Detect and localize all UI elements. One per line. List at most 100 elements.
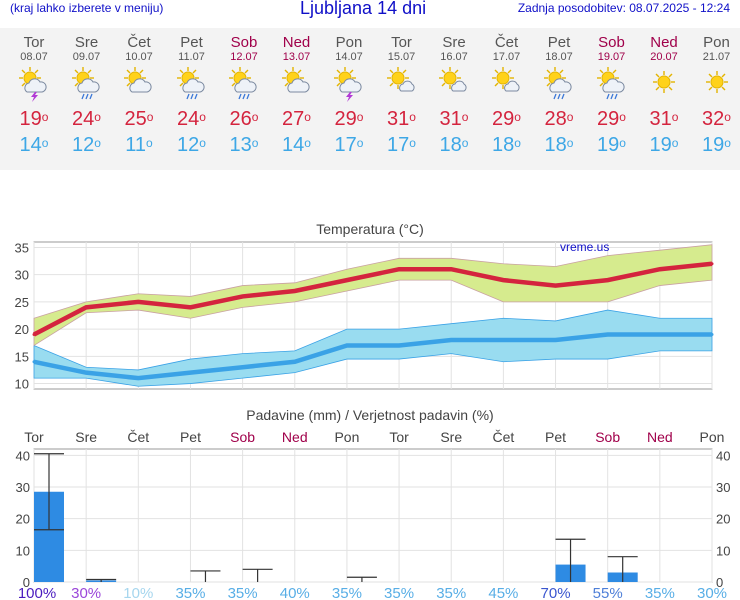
max-temp: 24o xyxy=(177,108,206,130)
error-bar xyxy=(242,568,273,582)
min-temp: 12o xyxy=(177,134,206,156)
min-temp: 19o xyxy=(702,134,731,156)
y-tick-label: 10 xyxy=(15,377,29,392)
y-tick-label: 15 xyxy=(15,349,29,364)
day-date: 20.07 xyxy=(650,51,678,63)
min-temp: 14o xyxy=(19,134,49,156)
day-column: Ned 13.07 27o 14o xyxy=(271,28,323,157)
day-date: 11.07 xyxy=(178,51,205,63)
error-bar xyxy=(34,453,64,531)
x-tick-label: Ned xyxy=(282,429,308,445)
point-max xyxy=(84,305,88,309)
y-tick-label-left: 40 xyxy=(16,448,30,463)
day-name: Tor xyxy=(23,34,45,51)
error-bar xyxy=(607,556,638,582)
x-tick-label: Tor xyxy=(389,429,409,445)
min-temp: 18o xyxy=(544,134,574,156)
series-line-max xyxy=(32,261,713,337)
sun-cloud-rain-icon xyxy=(586,65,638,105)
day-date: 19.07 xyxy=(597,51,626,63)
point-max xyxy=(241,294,245,298)
y-tick-label: 20 xyxy=(15,322,29,337)
probability-label: 30% xyxy=(697,585,727,600)
point-min xyxy=(449,338,453,342)
day-column: Sob 12.07 26o 13o xyxy=(218,28,270,157)
sun-cloud-storm-icon xyxy=(323,65,375,105)
day-date: 21.07 xyxy=(702,51,731,63)
plot-area xyxy=(33,448,713,583)
day-name: Sre xyxy=(74,34,99,51)
day-date: 08.07 xyxy=(20,51,48,63)
max-temp: 26o xyxy=(229,108,259,130)
sun-cloud-icon xyxy=(271,65,323,105)
max-temp: 31o xyxy=(387,108,416,130)
day-name: Sob xyxy=(230,34,258,51)
day-name: Čet xyxy=(494,34,519,51)
point-max xyxy=(32,333,36,337)
probability-label: 35% xyxy=(645,585,675,600)
day-name: Pon xyxy=(335,34,363,51)
y-tick-label-right: 0 xyxy=(716,575,723,590)
probability-label: 35% xyxy=(436,585,466,600)
x-tick-label: Pet xyxy=(180,429,201,445)
probability-label: 35% xyxy=(384,585,414,600)
error-bar xyxy=(86,578,117,582)
max-temp: 29o xyxy=(334,108,364,130)
sun-icon xyxy=(691,65,740,105)
y-tick-label-right: 20 xyxy=(716,512,730,527)
x-tick-label: Pet xyxy=(545,429,566,445)
series-line-min xyxy=(33,332,712,381)
point-min xyxy=(397,343,401,347)
point-min xyxy=(606,333,610,337)
day-column: Sre 09.07 24o 12o xyxy=(61,28,113,157)
max-temp: 29o xyxy=(492,108,521,130)
day-name: Sre xyxy=(442,34,466,51)
y-tick-label-left: 30 xyxy=(16,480,30,495)
min-temp: 11o xyxy=(125,134,153,156)
y-tick-label-left: 10 xyxy=(16,543,30,558)
min-temp: 13o xyxy=(229,134,259,156)
x-tick-label: Sre xyxy=(75,429,97,445)
probability-label: 35% xyxy=(228,585,258,600)
day-column: Pon 14.07 29o 17o xyxy=(323,28,375,157)
y-tick-label: 35 xyxy=(15,240,29,255)
day-date: 17.07 xyxy=(492,51,521,63)
menu-hint[interactable]: (kraj lahko izberete v meniju) xyxy=(10,1,164,15)
day-date: 15.07 xyxy=(387,51,416,63)
probability-label: 70% xyxy=(541,585,571,600)
range-band-min xyxy=(33,309,713,387)
max-temp: 27o xyxy=(282,108,311,130)
x-tick-label: Pon xyxy=(334,429,359,445)
day-name: Ned xyxy=(650,34,678,51)
y-tick-label-left: 20 xyxy=(16,512,30,527)
day-column: Pet 11.07 24o 12o xyxy=(166,28,218,157)
probability-label: 55% xyxy=(593,585,623,600)
day-date: 10.07 xyxy=(125,51,153,63)
x-tick-label: Pon xyxy=(700,429,725,445)
min-temp: 19o xyxy=(597,134,626,156)
sun-cloud-rain-icon xyxy=(61,65,113,105)
point-min xyxy=(293,360,297,364)
header: (kraj lahko izberete v meniju) Ljubljana… xyxy=(0,0,740,20)
error-bar xyxy=(555,538,586,582)
point-min xyxy=(345,343,349,347)
point-min xyxy=(32,360,36,364)
max-temp: 32o xyxy=(702,108,731,130)
point-min xyxy=(554,338,558,342)
point-min xyxy=(84,371,88,375)
sun-cloud-icon xyxy=(113,65,165,105)
chart-title: Padavine (mm) / Verjetnost padavin (%) xyxy=(246,407,493,423)
point-min xyxy=(136,376,140,380)
min-temp: 18o xyxy=(439,134,469,156)
precipitation-chart: Padavine (mm) / Verjetnost padavin (%) To… xyxy=(16,407,731,600)
sun-small-cloud-icon xyxy=(376,65,428,105)
point-max xyxy=(136,300,140,304)
watermark: vreme.us xyxy=(560,240,609,254)
point-min xyxy=(501,338,505,342)
x-tick-label: Čet xyxy=(492,429,514,445)
day-column: Sob 19.07 29o 19o xyxy=(586,28,638,157)
y-tick-label-right: 40 xyxy=(716,448,730,463)
x-tick-label: Sob xyxy=(595,429,620,445)
day-column: Ned 20.07 31o 19o xyxy=(638,28,690,157)
min-temp: 19o xyxy=(649,134,679,156)
